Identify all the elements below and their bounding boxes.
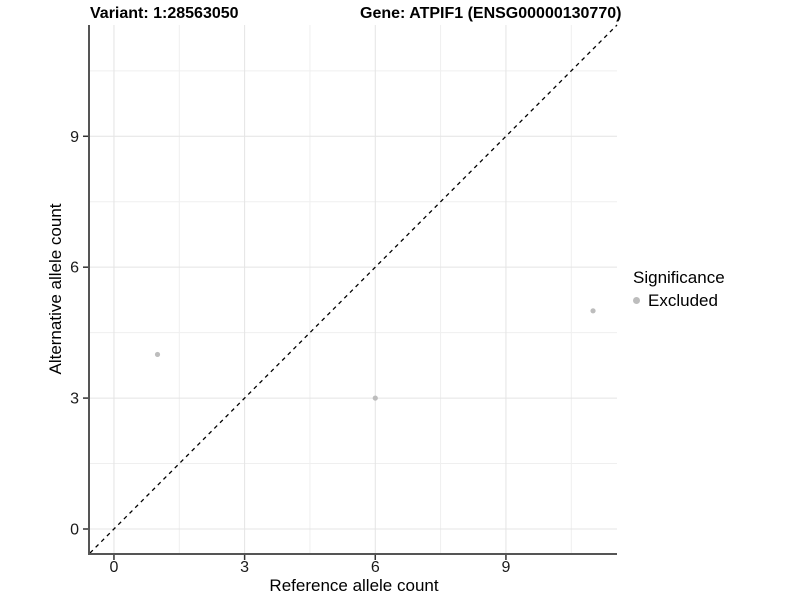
x-tick-label: 0	[110, 559, 119, 576]
identity-line	[89, 24, 618, 554]
data-point	[154, 351, 161, 358]
x-axis-label: Reference allele count	[269, 576, 439, 595]
y-tick-label: 3	[70, 391, 79, 408]
x-tick-label: 3	[240, 559, 249, 576]
y-axis-label: Alternative allele count	[46, 203, 65, 375]
y-tick-label: 6	[70, 260, 79, 277]
data-point	[372, 395, 378, 401]
y-tick-label: 0	[70, 522, 79, 539]
excluded-point-icon	[633, 297, 640, 304]
data-point	[590, 308, 596, 314]
legend-item-excluded: Excluded	[630, 291, 725, 310]
plot-title-gene: Gene: ATPIF1 (ENSG00000130770)	[360, 5, 622, 22]
y-tick-label: 9	[70, 129, 79, 146]
x-tick-label: 9	[501, 559, 510, 576]
legend-item-label: Excluded	[648, 291, 718, 310]
legend-title: Significance	[633, 268, 725, 287]
legend: Significance Excluded	[630, 268, 725, 310]
x-tick-label: 6	[371, 559, 380, 576]
plot-title-variant: Variant: 1:28563050	[90, 5, 239, 22]
